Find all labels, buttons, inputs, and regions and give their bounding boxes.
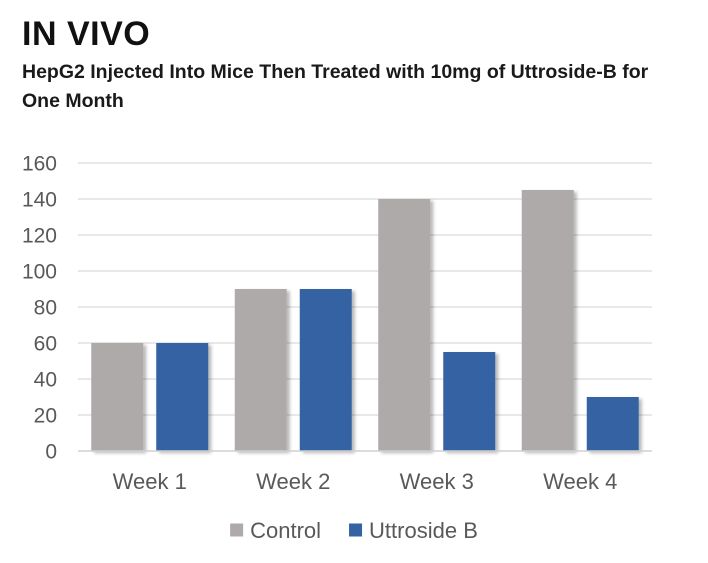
x-category-label: Week 2 (256, 469, 330, 494)
legend: Control Uttroside B (230, 518, 478, 543)
x-category-label: Week 4 (543, 469, 617, 494)
bars (91, 190, 639, 451)
bar-uttroside-b-week-2 (299, 289, 352, 451)
y-tick-label: 80 (34, 297, 57, 320)
legend-label-uttroside-b: Uttroside B (369, 518, 478, 543)
x-category-label: Week 3 (400, 469, 474, 494)
legend-label-control: Control (250, 518, 321, 543)
bar-control-week-1 (91, 343, 144, 451)
y-tick-label: 100 (22, 261, 57, 284)
y-tick-label: 160 (22, 153, 57, 176)
chart-subtitle: HepG2 Injected Into Mice Then Treated wi… (22, 61, 649, 112)
legend-swatch-control (230, 523, 244, 537)
y-tick-label: 60 (34, 333, 57, 356)
y-tick-label: 140 (22, 189, 57, 212)
bar-uttroside-b-week-3 (443, 352, 496, 451)
y-tick-label: 20 (34, 405, 57, 428)
x-axis-category-labels: Week 1 Week 2 Week 3 Week 4 (113, 469, 618, 494)
y-tick-label: 40 (34, 369, 57, 392)
bar-uttroside-b-week-4 (586, 397, 639, 451)
legend-swatch-uttroside-b (349, 523, 363, 537)
chart-title: IN VIVO (22, 15, 151, 53)
x-category-label: Week 1 (113, 469, 187, 494)
y-axis-tick-labels: 0 20 40 60 80 100 120 140 160 (22, 153, 57, 464)
bar-control-week-2 (234, 289, 287, 451)
bar-uttroside-b-week-1 (156, 343, 209, 451)
y-tick-label: 0 (45, 441, 57, 464)
bar-control-week-4 (521, 190, 574, 451)
y-tick-label: 120 (22, 225, 57, 248)
bar-control-week-3 (378, 199, 431, 451)
